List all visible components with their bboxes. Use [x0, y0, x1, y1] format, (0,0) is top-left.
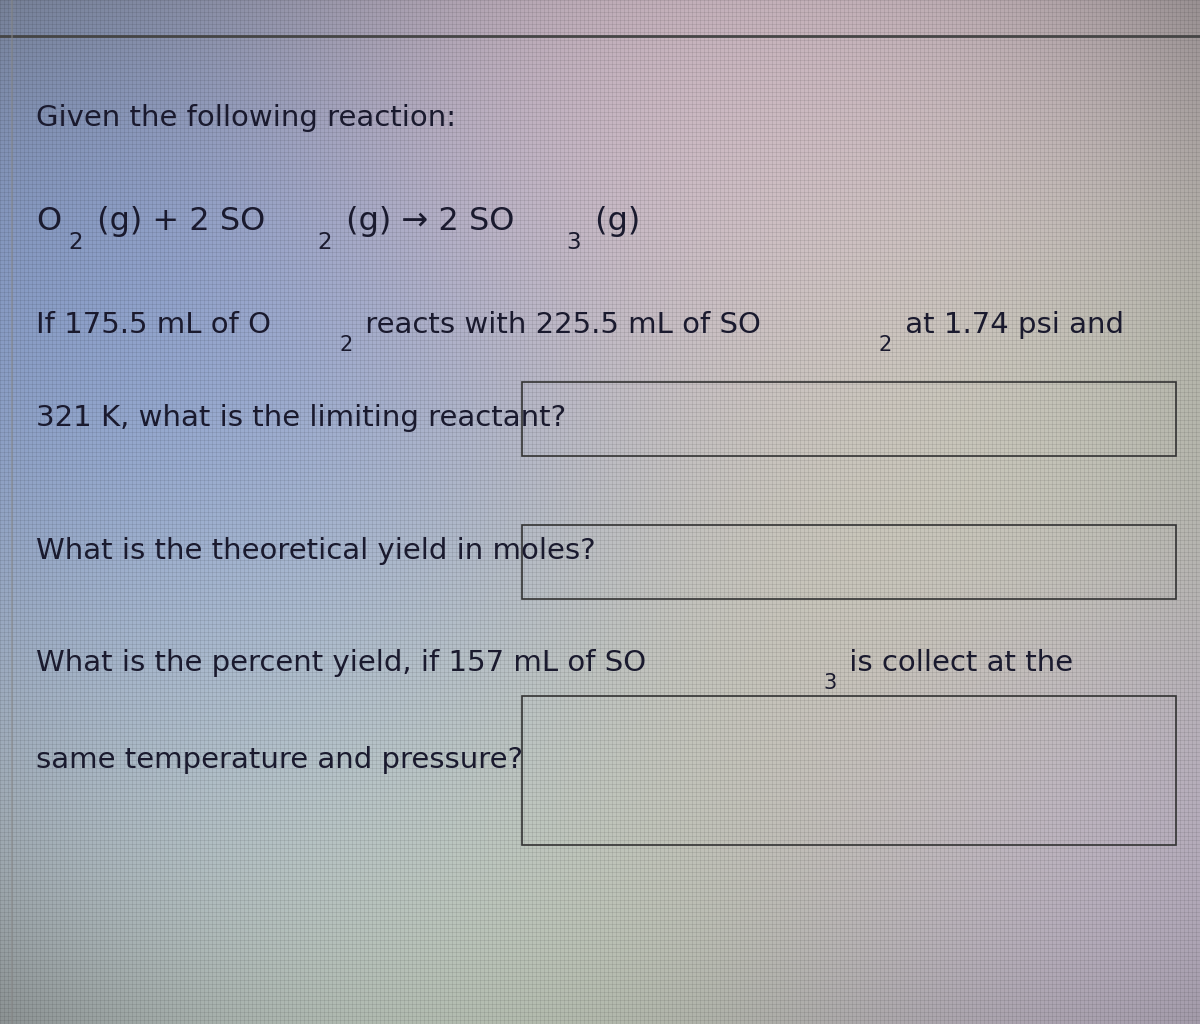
- Text: same temperature and pressure?: same temperature and pressure?: [36, 745, 523, 774]
- Bar: [522, 696, 1176, 845]
- Text: 2: 2: [878, 335, 893, 355]
- Text: 2: 2: [68, 230, 83, 254]
- Text: 2: 2: [340, 335, 353, 355]
- Text: What is the theoretical yield in moles?: What is the theoretical yield in moles?: [36, 537, 595, 565]
- Text: is collect at the: is collect at the: [840, 649, 1074, 677]
- Text: 3: 3: [566, 230, 581, 254]
- Bar: [522, 525, 1176, 599]
- Text: O: O: [36, 207, 61, 238]
- Text: (g): (g): [584, 207, 640, 238]
- Text: 3: 3: [823, 673, 836, 693]
- Text: What is the percent yield, if 157 mL of SO: What is the percent yield, if 157 mL of …: [36, 649, 646, 677]
- Text: 321 K, what is the limiting reactant?: 321 K, what is the limiting reactant?: [36, 403, 566, 432]
- Text: (g) + 2 SO: (g) + 2 SO: [88, 207, 265, 238]
- Text: at 1.74 psi and: at 1.74 psi and: [896, 311, 1124, 339]
- Text: 2: 2: [317, 230, 331, 254]
- Text: reacts with 225.5 mL of SO: reacts with 225.5 mL of SO: [356, 311, 761, 339]
- Text: Given the following reaction:: Given the following reaction:: [36, 103, 456, 132]
- Text: If 175.5 mL of O: If 175.5 mL of O: [36, 311, 271, 339]
- Bar: [522, 382, 1176, 456]
- Text: (g) → 2 SO: (g) → 2 SO: [336, 207, 515, 238]
